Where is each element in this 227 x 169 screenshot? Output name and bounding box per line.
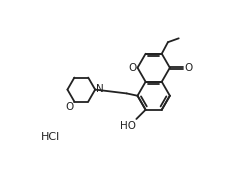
Text: HO: HO: [120, 120, 136, 130]
Text: O: O: [65, 102, 74, 112]
Text: HCl: HCl: [41, 132, 61, 142]
Text: O: O: [128, 63, 137, 73]
Text: O: O: [185, 63, 193, 73]
Text: N: N: [96, 84, 104, 94]
